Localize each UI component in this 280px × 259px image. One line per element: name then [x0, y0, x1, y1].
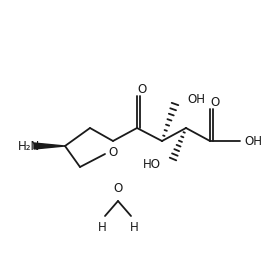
Text: H: H [130, 221, 138, 234]
Text: H₂N: H₂N [18, 140, 40, 153]
Text: OH: OH [187, 92, 205, 105]
Text: O: O [210, 96, 220, 109]
Text: OH: OH [244, 134, 262, 147]
Text: H: H [98, 221, 106, 234]
Text: HO: HO [143, 157, 161, 170]
Text: O: O [137, 83, 147, 96]
Text: O: O [113, 182, 123, 195]
Text: O: O [108, 146, 118, 159]
Polygon shape [34, 143, 65, 149]
